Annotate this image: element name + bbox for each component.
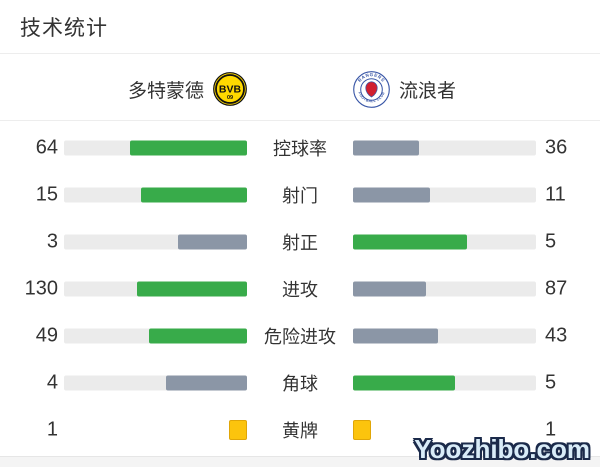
home-team-name: 多特蒙德: [127, 80, 204, 102]
away-team-name: 流浪者: [399, 80, 457, 102]
stat-label: 射正: [282, 232, 318, 253]
home-stat-value: 130: [24, 277, 58, 299]
page-title: 技术统计: [20, 17, 108, 40]
footer-strip: [0, 456, 600, 467]
away-stat-value: 43: [545, 324, 568, 346]
away-stat-value: 5: [545, 230, 557, 252]
stat-label: 控球率: [273, 138, 327, 159]
stat-row: 4 角球 5: [0, 359, 600, 406]
home-team-header: 多特蒙德 BVB 09: [128, 66, 247, 112]
home-bar-track: [64, 281, 247, 296]
stat-label: 危险进攻: [264, 326, 336, 347]
home-bar-fill: [129, 140, 247, 155]
away-stat-value: 11: [545, 183, 566, 205]
home-stat-value: 4: [46, 371, 58, 393]
home-stat-value: 3: [46, 230, 58, 252]
away-team-header: RANGERS FOOTBALL CLUB 流浪者: [353, 66, 456, 112]
away-bar-fill: [353, 375, 455, 390]
stat-row: 130 进攻 87: [0, 265, 600, 312]
home-bar-fill: [165, 375, 247, 390]
away-bar-fill: [353, 234, 468, 249]
away-stat-value: 36: [545, 136, 568, 158]
home-stat-value: 49: [35, 324, 58, 346]
away-bar-track: [353, 140, 536, 155]
home-bar-fill: [137, 281, 247, 296]
stat-row: 15 射门 11: [0, 171, 600, 218]
away-bar-track: [353, 375, 536, 390]
home-bar-fill: [141, 187, 247, 202]
away-bar-fill: [353, 187, 431, 202]
watermark: Yoozhibo.com: [414, 434, 590, 464]
header-divider: [0, 120, 600, 121]
team-header: 多特蒙德 BVB 09 RANGERS FOOTBALL CLUB 流浪者: [0, 66, 600, 112]
home-stat-value: 15: [35, 183, 58, 205]
home-bar-fill: [178, 234, 247, 249]
title-divider: [0, 53, 600, 54]
home-bar-track: [64, 234, 247, 249]
stat-label: 进攻: [282, 279, 318, 300]
away-bar-fill: [353, 328, 439, 343]
bvb-logo-text: BVB: [219, 84, 242, 96]
home-bar-track: [64, 187, 247, 202]
stat-label: 角球: [282, 373, 318, 394]
home-bar-fill: [149, 328, 247, 343]
bvb-club-badge-icon: BVB 09: [213, 72, 247, 106]
away-stat-value: 5: [545, 371, 557, 393]
bvb-logo-sub-text: 09: [227, 95, 233, 101]
stat-label: 黄牌: [282, 420, 318, 441]
away-bar-track: [353, 281, 536, 296]
away-bar-track: [353, 187, 536, 202]
home-bar-track: [64, 328, 247, 343]
home-bar-track: [64, 140, 247, 155]
home-yellow-card-icon: [229, 419, 247, 440]
rangers-logo-center-emblem: [365, 80, 378, 97]
home-stat-value: 1: [46, 418, 58, 440]
away-yellow-card-icon: [353, 419, 371, 440]
away-stat-value: 1: [545, 418, 557, 440]
home-bar-track: [64, 375, 247, 390]
away-bar-fill: [353, 281, 427, 296]
stat-row: 1 黄牌 1: [0, 406, 600, 453]
stat-label: 射门: [282, 185, 318, 206]
away-bar-track: [353, 328, 536, 343]
rangers-club-badge-icon: RANGERS FOOTBALL CLUB: [353, 70, 390, 108]
away-bar-track: [353, 234, 536, 249]
stat-row: 64 控球率 36: [0, 124, 600, 171]
stats-list: 64 控球率 36 15 射门 11 3 射正 5 130 进攻 87 49 危险进攻 43 4 角球 5 1 黄牌 1: [0, 124, 600, 453]
home-stat-value: 64: [35, 136, 58, 158]
stat-row: 49 危险进攻 43: [0, 312, 600, 359]
stat-row: 3 射正 5: [0, 218, 600, 265]
away-stat-value: 87: [545, 277, 568, 299]
away-bar-fill: [353, 140, 419, 155]
